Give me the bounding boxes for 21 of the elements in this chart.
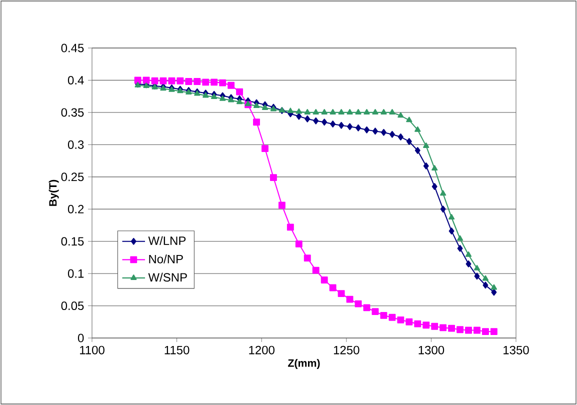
x-tick-label: 1300 <box>418 346 444 354</box>
y-tick-label: 0.05 <box>61 302 84 310</box>
y-axis-title: By(T) <box>48 180 59 206</box>
x-tick-label: 1150 <box>164 346 190 354</box>
y-tick-label: 0.15 <box>61 237 84 246</box>
x-tick-label: 1250 <box>334 346 360 354</box>
y-tick-label: 0.4 <box>68 76 84 84</box>
x-axis-title: Z(mm) <box>288 359 320 369</box>
y-tick-label: 0 <box>78 334 84 342</box>
y-tick-label: 0.1 <box>68 269 84 278</box>
y-tick-label: 0.25 <box>61 172 84 182</box>
y-tick-label: 0.35 <box>61 108 84 117</box>
y-tick-label: 0.3 <box>68 140 84 149</box>
y-tick-label: 0.45 <box>61 44 84 52</box>
legend-label: W/LNP <box>148 236 186 246</box>
legend-label: W/SNP <box>148 272 187 282</box>
y-tick-label: 0.2 <box>68 204 84 214</box>
x-tick-label: 1350 <box>504 346 529 354</box>
legend-label: No/NP <box>149 254 183 264</box>
x-tick-label: 1100 <box>80 346 104 354</box>
x-tick-label: 1200 <box>249 346 274 354</box>
